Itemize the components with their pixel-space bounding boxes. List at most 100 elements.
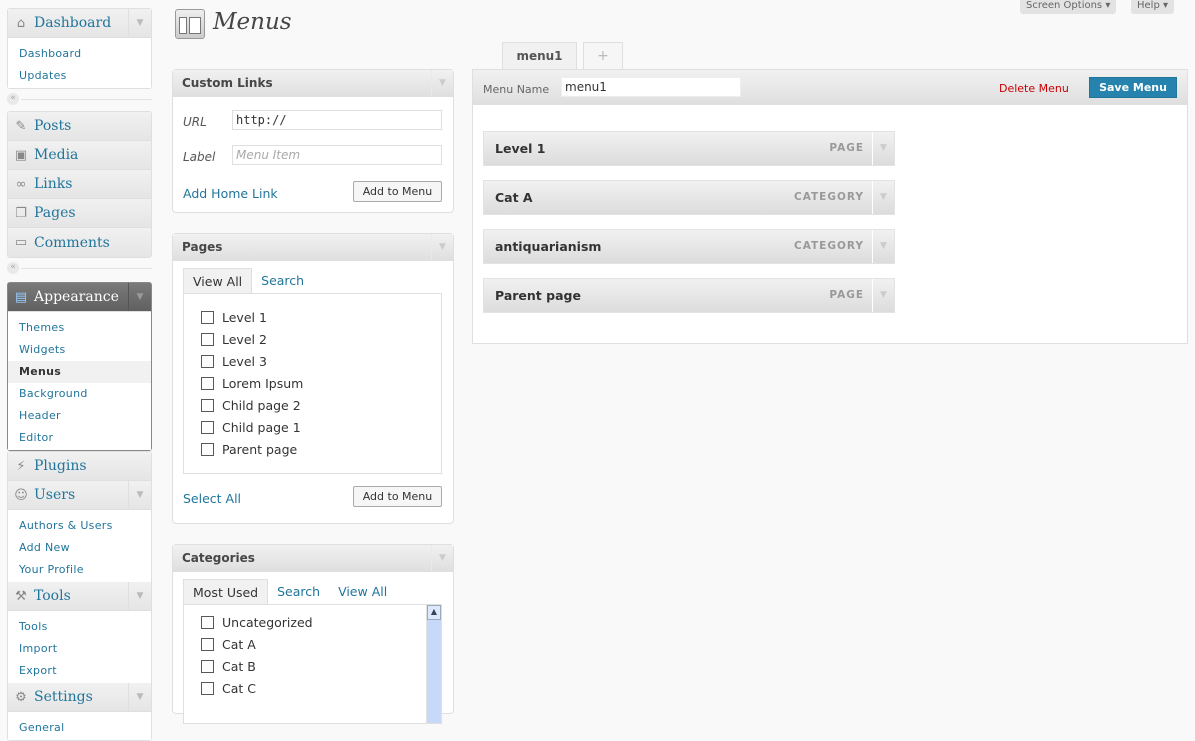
menu-dashboard[interactable]: ⌂ Dashboard ▼ [8,9,151,38]
menu-item[interactable]: Level 1 PAGE ▼ [483,131,895,166]
label-input[interactable]: Menu Item [232,145,442,165]
checkbox[interactable] [201,681,214,695]
tab-most-used[interactable]: Most Used [183,579,269,605]
menu-settings[interactable]: ⚙ Settings ▼ [8,683,151,712]
box-title: Pages [182,240,223,254]
page-checkbox-item[interactable]: Child page 1 [184,416,441,438]
menu-item[interactable]: antiquarianism CATEGORY ▼ [483,229,895,264]
box-title: Custom Links [182,76,273,90]
chevron-down-icon[interactable]: ▼ [128,582,151,610]
chevron-down-icon[interactable]: ▼ [872,230,894,263]
submenu-themes[interactable]: Themes [19,321,65,334]
chevron-down-icon[interactable]: ▼ [872,279,894,312]
menu-item[interactable]: Parent page PAGE ▼ [483,278,895,313]
checkbox[interactable] [201,354,214,368]
page-checkbox-item[interactable]: Parent page [184,438,441,460]
add-menu-tab[interactable]: + [583,42,623,70]
menu-pages[interactable]: ❐ Pages [8,199,151,228]
checkbox[interactable] [201,332,214,346]
chevron-down-icon[interactable]: ▼ [431,70,453,96]
page-checkbox-item[interactable]: Lorem Ipsum [184,372,441,394]
menu-label: Pages [34,205,76,221]
chevron-down-icon[interactable]: ▼ [872,181,894,214]
page-checkbox-item[interactable]: Level 1 [184,306,441,328]
appearance-icon: ▤ [14,289,28,305]
checkbox[interactable] [201,398,214,412]
menu-posts[interactable]: ✎ Posts [8,112,151,141]
submenu-editor[interactable]: Editor [19,431,54,444]
chevron-down-icon[interactable]: ▼ [128,9,151,37]
page-checkbox-item[interactable]: Child page 2 [184,394,441,416]
submenu-tools[interactable]: Tools [19,620,48,633]
submenu-background[interactable]: Background [19,387,88,400]
add-to-menu-button[interactable]: Add to Menu [353,486,442,507]
chevron-down-icon[interactable]: ▼ [872,132,894,165]
menu-users[interactable]: ☺ Users ▼ [8,481,151,510]
checkbox[interactable] [201,310,214,324]
category-checkbox-item[interactable]: Uncategorized [184,611,441,633]
select-all-link[interactable]: Select All [183,491,242,506]
tab-search[interactable]: Search [261,273,305,288]
tab-search[interactable]: Search [277,584,321,599]
submenu-authors-users[interactable]: Authors & Users [19,519,113,532]
save-menu-button[interactable]: Save Menu [1089,77,1177,98]
chevron-down-icon[interactable]: ▼ [128,283,151,311]
url-input[interactable]: http:// [232,110,442,130]
submenu-general[interactable]: General [19,721,65,734]
submenu-widgets[interactable]: Widgets [19,343,66,356]
submenu-your-profile[interactable]: Your Profile [19,563,84,576]
menu-appearance[interactable]: ▤ Appearance ▼ [8,283,151,312]
chevron-down-icon[interactable]: ▼ [128,683,151,711]
chevron-down-icon[interactable]: ▼ [431,545,453,571]
submenu-import[interactable]: Import [19,642,58,655]
checkbox[interactable] [201,637,214,651]
collapse-separator[interactable] [7,258,152,282]
url-label: URL [183,115,207,129]
menu-plugins[interactable]: ⚡ Plugins [8,452,151,481]
item-label: Cat A [222,636,256,652]
checkbox[interactable] [201,615,214,629]
help-button[interactable]: Help ▾ [1131,0,1175,14]
menu-tools[interactable]: ⚒ Tools ▼ [8,582,151,611]
submenu-header[interactable]: Header [19,409,61,422]
add-home-link[interactable]: Add Home Link [183,186,278,201]
menu-links[interactable]: ∞ Links [8,170,151,199]
menu-comments[interactable]: ▭ Comments [8,228,151,257]
delete-menu-link[interactable]: Delete Menu [999,82,1069,95]
scroll-up-icon[interactable]: ▲ [427,605,441,620]
checkbox[interactable] [201,442,214,456]
scrollbar[interactable]: ▲ [426,605,441,723]
users-icon: ☺ [14,487,28,503]
category-checkbox-item[interactable]: Cat A [184,633,441,655]
submenu-dashboard[interactable]: Dashboard [19,47,82,60]
menu-name-input[interactable]: menu1 [561,77,741,97]
submenu-menus[interactable]: Menus [8,361,151,383]
submenu-export[interactable]: Export [19,664,57,677]
checkbox[interactable] [201,376,214,390]
category-checkbox-item[interactable]: Cat B [184,655,441,677]
menu-media[interactable]: ▣ Media [8,141,151,170]
chevron-down-icon[interactable]: ▼ [431,234,453,260]
tab-view-all[interactable]: View All [338,584,388,599]
pages-icon: ❐ [15,205,27,221]
item-label: Level 2 [222,331,267,347]
menu-label: Posts [34,118,72,134]
checkbox[interactable] [201,659,214,673]
checkbox[interactable] [201,420,214,434]
screen-options-button[interactable]: Screen Options ▾ [1020,0,1117,14]
add-to-menu-button[interactable]: Add to Menu [353,181,442,202]
tab-menu1[interactable]: menu1 [502,42,577,70]
page-checkbox-item[interactable]: Level 2 [184,328,441,350]
menu-item[interactable]: Cat A CATEGORY ▼ [483,180,895,215]
submenu-updates[interactable]: Updates [19,69,67,82]
settings-icon: ⚙ [15,689,27,705]
category-checkbox-item[interactable]: Cat C [184,677,441,699]
chevron-down-icon[interactable]: ▼ [128,481,151,509]
collapse-separator[interactable] [7,89,152,111]
screen-options-label: Screen Options [1026,0,1103,11]
tab-view-all[interactable]: View All [183,268,253,294]
menu-label: Settings [34,689,93,705]
menu-label: Links [34,176,73,192]
page-checkbox-item[interactable]: Level 3 [184,350,441,372]
submenu-add-new[interactable]: Add New [19,541,70,554]
